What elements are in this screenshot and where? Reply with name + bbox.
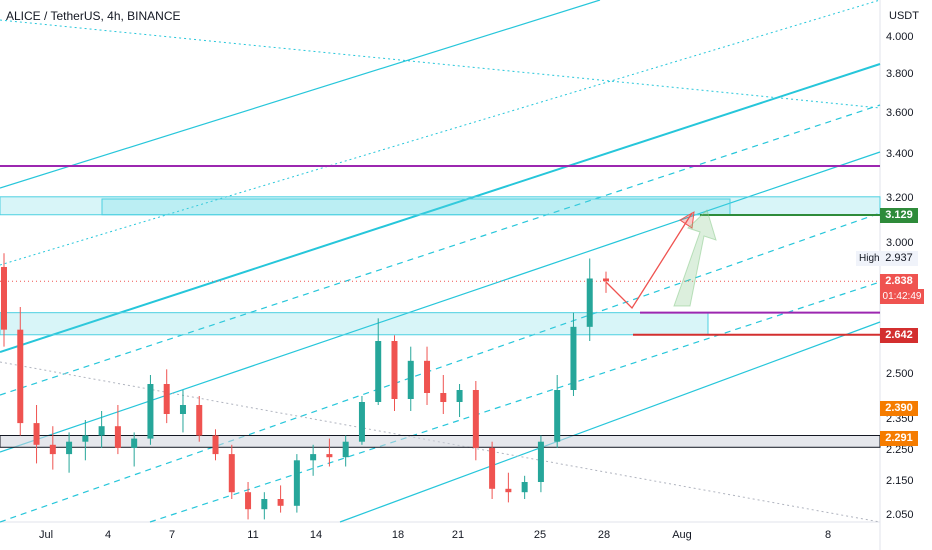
currency-label: USDT xyxy=(889,10,919,22)
trend-line-1 xyxy=(0,63,881,353)
y-tick-label: 2.050 xyxy=(886,509,914,521)
trend-line-6 xyxy=(0,212,881,523)
x-tick-label: 11 xyxy=(247,529,259,541)
price-tag-2-642: 2.642 xyxy=(880,327,918,343)
x-tick-label: 7 xyxy=(168,529,176,541)
price-tag-2-390: 2.390 xyxy=(880,401,918,416)
x-tick-label: Jul xyxy=(38,529,54,541)
trend-line-4 xyxy=(0,104,881,396)
candle-body-17 xyxy=(261,499,268,510)
candle-countdown: 01:42:49 xyxy=(880,289,924,305)
y-tick-label: 4.000 xyxy=(886,31,914,43)
candle-body-6 xyxy=(82,435,89,442)
target-arrow xyxy=(673,209,717,307)
y-tick-label: 2.500 xyxy=(886,368,914,380)
candle-body-11 xyxy=(163,384,170,414)
candle-body-20 xyxy=(310,454,317,461)
candle-body-35 xyxy=(554,390,561,442)
candle-body-30 xyxy=(472,390,479,448)
y-tick-label: 2.150 xyxy=(886,475,914,487)
candle-body-19 xyxy=(293,460,300,506)
trend-line-2 xyxy=(0,0,601,189)
candle-body-16 xyxy=(245,492,252,510)
trend-line-10 xyxy=(0,361,881,523)
chart-title: ALICE / TetherUS, 4h, BINANCE xyxy=(6,9,181,23)
candle-body-12 xyxy=(179,405,186,414)
trend-line-8 xyxy=(339,321,881,523)
candle-body-21 xyxy=(326,454,333,458)
x-tick-label: 4 xyxy=(104,529,112,541)
price-tag-2-838: 2.838 xyxy=(880,274,918,290)
candle-body-26 xyxy=(407,360,414,399)
candle-body-14 xyxy=(212,435,219,455)
candle-body-3 xyxy=(33,423,40,445)
candle-body-28 xyxy=(440,393,447,402)
candle-body-33 xyxy=(521,482,528,493)
candle-body-25 xyxy=(391,341,398,399)
candle-body-36 xyxy=(570,326,577,390)
candle-body-37 xyxy=(586,278,593,327)
y-tick-label: 3.400 xyxy=(886,148,914,160)
y-tick-label: 3.200 xyxy=(886,192,914,204)
projection-arrowhead xyxy=(679,211,695,229)
candle-body-24 xyxy=(375,341,382,402)
candle-body-29 xyxy=(456,390,463,402)
candle-body-4 xyxy=(49,444,56,455)
x-tick-label: 14 xyxy=(309,529,323,541)
trend-line-3 xyxy=(0,0,881,266)
candle-body-8 xyxy=(114,426,121,448)
candle-body-31 xyxy=(489,447,496,489)
y-tick-label: 3.800 xyxy=(886,68,914,80)
candle-body-32 xyxy=(505,488,512,493)
candle-body-23 xyxy=(358,402,365,442)
candle-body-34 xyxy=(537,441,544,482)
price-tag-2-291: 2.291 xyxy=(880,431,918,447)
candle-body-1 xyxy=(1,267,7,330)
x-tick-label: 18 xyxy=(391,529,405,541)
candle-body-22 xyxy=(342,441,349,458)
x-tick-label: 8 xyxy=(824,529,832,541)
candle-body-27 xyxy=(424,360,431,393)
candle-body-38 xyxy=(603,278,609,282)
candle-body-18 xyxy=(277,499,284,506)
price-tag-2-937: 2.937 xyxy=(880,251,918,267)
y-tick-label: 3.000 xyxy=(886,237,914,249)
high-tag: High xyxy=(856,251,883,267)
x-tick-label: 21 xyxy=(451,529,465,541)
candle-body-13 xyxy=(196,405,203,436)
trend-line-7 xyxy=(149,281,881,523)
candle-body-7 xyxy=(98,426,105,436)
y-tick-label: 3.600 xyxy=(886,107,914,119)
x-tick-label: Aug xyxy=(672,529,692,541)
y-tick-label: 2.350 xyxy=(886,413,914,425)
x-tick-label: 28 xyxy=(597,529,611,541)
candle-body-9 xyxy=(131,438,138,448)
trend-line-9 xyxy=(0,19,881,109)
x-tick-label: 25 xyxy=(533,529,547,541)
zone-2 xyxy=(0,312,709,336)
y-tick-label: 2.250 xyxy=(886,444,914,456)
projection-path xyxy=(605,212,693,310)
price-tag-3-129: 3.129 xyxy=(880,207,918,223)
candle-body-2 xyxy=(17,329,24,424)
candle-body-5 xyxy=(66,441,73,455)
candle-body-15 xyxy=(228,454,235,493)
zone-inner-box xyxy=(101,198,731,216)
trend-line-5 xyxy=(0,151,881,453)
candle-body-10 xyxy=(147,384,154,439)
